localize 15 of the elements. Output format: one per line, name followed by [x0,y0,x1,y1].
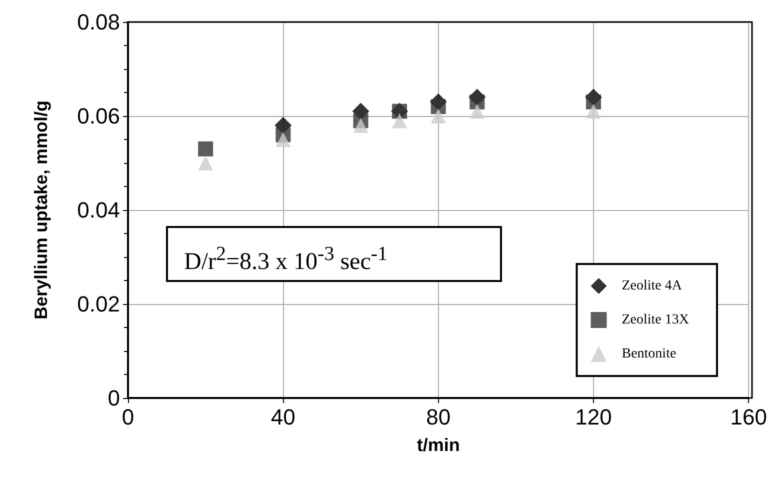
x-axis-title: t/min [416,435,460,455]
legend-label: Zeolite 13X [622,312,690,328]
y-tick-label: 0.02 [77,292,120,316]
y-tick-label: 0.06 [77,104,120,128]
x-tick-label: 160 [730,404,768,430]
x-tick-label: 80 [426,404,451,430]
x-tick-label: 120 [575,404,612,430]
x-tick-label: 40 [270,404,296,430]
text-box: D/r$^{2}$=8.3 x 10$^{-3}$ sec$^{-1}$ [166,226,502,282]
y-tick-label: 0 [108,386,120,410]
y-axis-title: Beryllium uptake, mmol/g [31,100,51,320]
y-tick-label: 0.04 [77,198,120,222]
y-tick-label: 0.08 [77,10,120,34]
legend-label: Bentonite [622,346,676,362]
legend-label: Zeolite 4A [622,278,683,294]
